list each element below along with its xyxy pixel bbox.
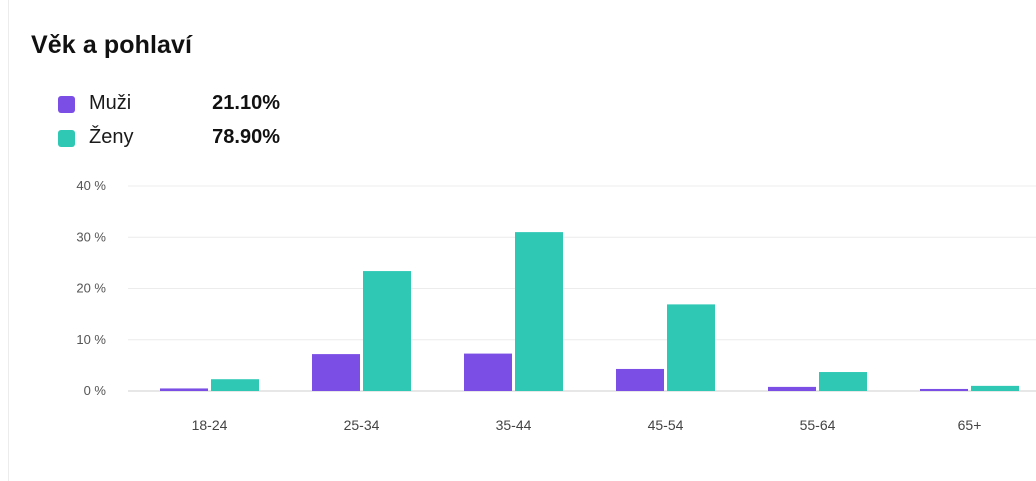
bar-muzi-65+[interactable] (920, 389, 968, 391)
y-tick-label: 20 % (76, 281, 106, 296)
x-tick-label: 45-54 (648, 417, 684, 433)
bar-muzi-55-64[interactable] (768, 387, 816, 391)
x-tick-label: 18-24 (192, 417, 228, 433)
x-tick-label: 55-64 (800, 417, 836, 433)
bar-zeny-35-44[interactable] (515, 232, 563, 391)
x-tick-label: 25-34 (344, 417, 380, 433)
bar-zeny-18-24[interactable] (211, 379, 259, 391)
bar-zeny-55-64[interactable] (819, 372, 867, 391)
bar-muzi-18-24[interactable] (160, 388, 208, 391)
y-tick-label: 0 % (84, 383, 107, 398)
x-tick-label: 65+ (958, 417, 982, 433)
y-tick-label: 30 % (76, 229, 106, 244)
bar-muzi-45-54[interactable] (616, 369, 664, 391)
bar-zeny-25-34[interactable] (363, 271, 411, 391)
bar-muzi-25-34[interactable] (312, 354, 360, 391)
bar-zeny-45-54[interactable] (667, 304, 715, 391)
bar-muzi-35-44[interactable] (464, 354, 512, 391)
x-tick-label: 35-44 (496, 417, 532, 433)
y-tick-label: 10 % (76, 332, 106, 347)
bar-zeny-65+[interactable] (971, 386, 1019, 391)
y-tick-label: 40 % (76, 178, 106, 193)
